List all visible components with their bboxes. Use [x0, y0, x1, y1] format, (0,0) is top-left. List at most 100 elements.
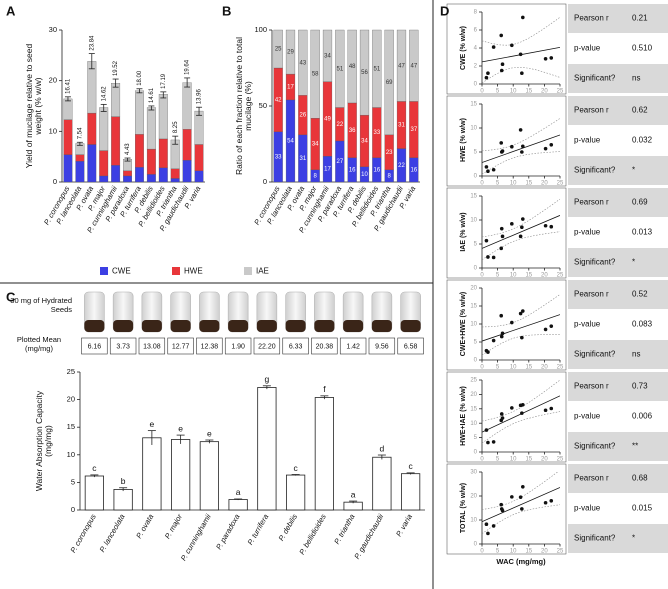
x-tick-label: P. varia: [394, 512, 414, 538]
total-label: 18.00: [137, 70, 143, 86]
stats-value: 0.015: [632, 504, 653, 513]
point: [549, 406, 554, 411]
bar-segment: [75, 161, 85, 183]
data-label: 25: [275, 47, 282, 53]
bar-segment: [146, 148, 156, 175]
y-tick-label: 0: [263, 177, 267, 186]
stats-label: Pearson r: [574, 14, 609, 23]
point: [484, 238, 489, 243]
point: [543, 408, 548, 413]
bar-segment: [384, 29, 394, 136]
data-label: 8: [313, 173, 317, 179]
data-label: 8: [387, 173, 391, 179]
x-tick-label: 20: [541, 457, 548, 463]
confidence-band: [482, 17, 560, 46]
point: [499, 334, 504, 339]
stats-value: 0.006: [632, 412, 653, 421]
x-tick-label: 25: [557, 181, 564, 187]
point: [543, 500, 548, 505]
point: [500, 416, 505, 420]
data-label: 23: [386, 150, 393, 156]
total-label: 4.43: [125, 143, 131, 155]
panel-letter: A: [6, 3, 16, 18]
point: [484, 165, 489, 169]
point: [549, 224, 554, 229]
y-tick-label: 20: [470, 494, 477, 500]
total-label: 14.62: [101, 86, 107, 102]
x-axis-label: WAC (mg/mg): [496, 557, 546, 566]
stats-row: [568, 524, 668, 553]
significance-letter: b: [121, 476, 126, 486]
bar: [401, 473, 421, 511]
x-tick-label: 15: [525, 457, 532, 463]
data-label: 49: [324, 116, 331, 122]
point: [499, 502, 504, 507]
stats-label: Pearson r: [574, 290, 609, 299]
bar: [286, 474, 306, 511]
data-label: 47: [398, 63, 405, 69]
stats-value: 0.510: [632, 44, 653, 53]
point: [518, 128, 523, 132]
table-cell: [224, 337, 252, 355]
stats-value: 0.62: [632, 106, 648, 115]
stats-value: ns: [632, 74, 640, 83]
bar-segment: [123, 175, 132, 183]
data-label: 17: [324, 167, 331, 173]
point: [518, 403, 523, 408]
stats-label: p-value: [574, 44, 601, 53]
bar-segment: [146, 174, 156, 183]
seed-layer: [343, 320, 364, 332]
table-cell: [311, 337, 338, 355]
point: [499, 246, 504, 251]
total-label: 7.54: [77, 127, 83, 139]
stats-row: [568, 218, 668, 247]
stats-value: 0.032: [632, 136, 653, 145]
bar-segment: [194, 110, 204, 145]
y-tick-label: 50: [259, 101, 267, 110]
point: [499, 226, 504, 231]
stats-label: Pearson r: [574, 106, 609, 115]
y-tick-label: 25: [470, 378, 477, 384]
point: [486, 255, 490, 259]
point: [486, 71, 490, 75]
table-value: 20.38: [316, 343, 334, 350]
table-cell: [138, 337, 166, 355]
x-tick-label: 15: [525, 365, 532, 371]
y-tick-label: 0: [53, 177, 57, 186]
regression-line: [482, 314, 560, 342]
seed-layer: [141, 320, 162, 332]
stats-row: [568, 96, 668, 125]
bar: [199, 441, 219, 511]
legend-label: CWE: [112, 267, 131, 276]
y-tick-label: 6: [474, 28, 478, 34]
stats-label: Pearson r: [574, 198, 609, 207]
stats-value: ns: [632, 350, 640, 359]
x-tick-label: 5: [496, 457, 500, 463]
point: [520, 150, 524, 154]
y-tick-label: 100: [254, 25, 267, 34]
stats-value: 0.013: [632, 228, 653, 237]
x-tick-label: 25: [557, 273, 564, 279]
point: [520, 335, 524, 340]
x-tick-label: 10: [510, 365, 517, 371]
total-label: 13.96: [197, 89, 203, 105]
bar-segment: [63, 98, 73, 120]
y-tick-label: 5: [71, 477, 75, 486]
y-tick-label: 5: [474, 340, 478, 346]
data-label: 42: [275, 97, 282, 103]
significance-letter: f: [323, 384, 326, 394]
stats-value: *: [632, 166, 635, 175]
significance-letter: e: [178, 423, 183, 433]
total-label: 19.64: [185, 59, 191, 75]
bar-segment: [194, 170, 204, 183]
x-tick-label: 0: [480, 549, 484, 555]
y-tick-label: 15: [470, 102, 477, 108]
data-label: 33: [373, 130, 380, 136]
y-tick-label: 10: [49, 126, 57, 135]
x-tick-label: 25: [557, 549, 564, 555]
bar-segment: [182, 129, 192, 161]
bar-segment: [63, 154, 73, 183]
stats-row: [568, 4, 668, 33]
stats-label: p-value: [574, 412, 601, 421]
